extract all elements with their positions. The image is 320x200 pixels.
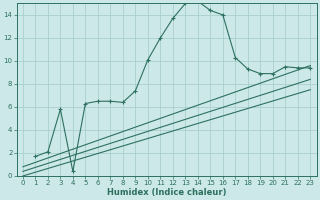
X-axis label: Humidex (Indice chaleur): Humidex (Indice chaleur): [107, 188, 226, 197]
